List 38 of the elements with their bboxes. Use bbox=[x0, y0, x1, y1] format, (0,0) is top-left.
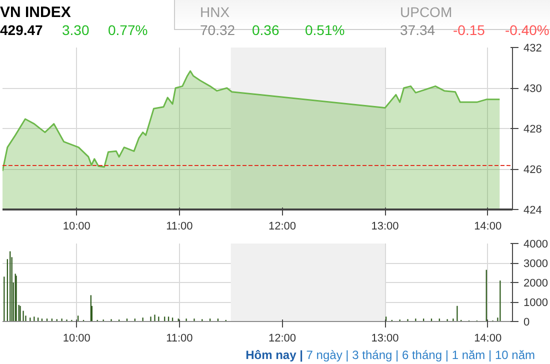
y-tick-label: 2000 bbox=[524, 278, 548, 290]
text: 3 tháng | bbox=[352, 348, 399, 362]
text: -0.40% bbox=[505, 21, 550, 40]
text: 70.32 bbox=[200, 21, 236, 40]
x-tick-label: 14:00 bbox=[474, 332, 502, 344]
y-tick-label: 0 bbox=[524, 316, 530, 328]
text: -0.15 bbox=[453, 21, 485, 40]
x-tick-label: 10:00 bbox=[62, 220, 90, 232]
text: VN INDEX bbox=[0, 3, 71, 23]
text: HNX bbox=[200, 3, 230, 22]
y-tick-label: 432 bbox=[524, 42, 542, 54]
text: 0.36 bbox=[252, 21, 280, 40]
x-tick-label: 12:00 bbox=[268, 220, 296, 232]
x-tick-label: 10:00 bbox=[62, 332, 90, 344]
text: 7 ngày | bbox=[306, 348, 349, 362]
x-tick-label: 11:00 bbox=[166, 220, 193, 232]
text: 6 tháng | bbox=[402, 348, 448, 362]
y-tick-label: 426 bbox=[524, 164, 542, 176]
text: 10 năm bbox=[494, 348, 535, 362]
y-tick-label: 430 bbox=[524, 83, 542, 95]
y-tick-label: 1000 bbox=[524, 297, 548, 309]
text: 3.30 bbox=[62, 21, 90, 40]
x-tick-label: 12:00 bbox=[268, 332, 296, 344]
x-tick-label: 13:00 bbox=[371, 220, 399, 232]
y-tick-label: 4000 bbox=[524, 238, 548, 250]
text: 0.77% bbox=[108, 21, 148, 40]
text: 429.47 bbox=[0, 21, 43, 40]
y-tick-label: 428 bbox=[524, 124, 542, 136]
text: UPCOM bbox=[400, 3, 452, 22]
text: 37.34 bbox=[400, 21, 436, 40]
y-tick-label: 3000 bbox=[524, 258, 548, 270]
x-tick-label: 11:00 bbox=[166, 332, 193, 344]
x-tick-label: 14:00 bbox=[474, 220, 502, 232]
text: 0.51% bbox=[305, 21, 345, 40]
x-tick-label: 13:00 bbox=[371, 332, 399, 344]
text: 1 năm | bbox=[452, 348, 492, 362]
text: Hôm nay | bbox=[246, 348, 303, 362]
y-tick-label: 424 bbox=[524, 204, 542, 216]
